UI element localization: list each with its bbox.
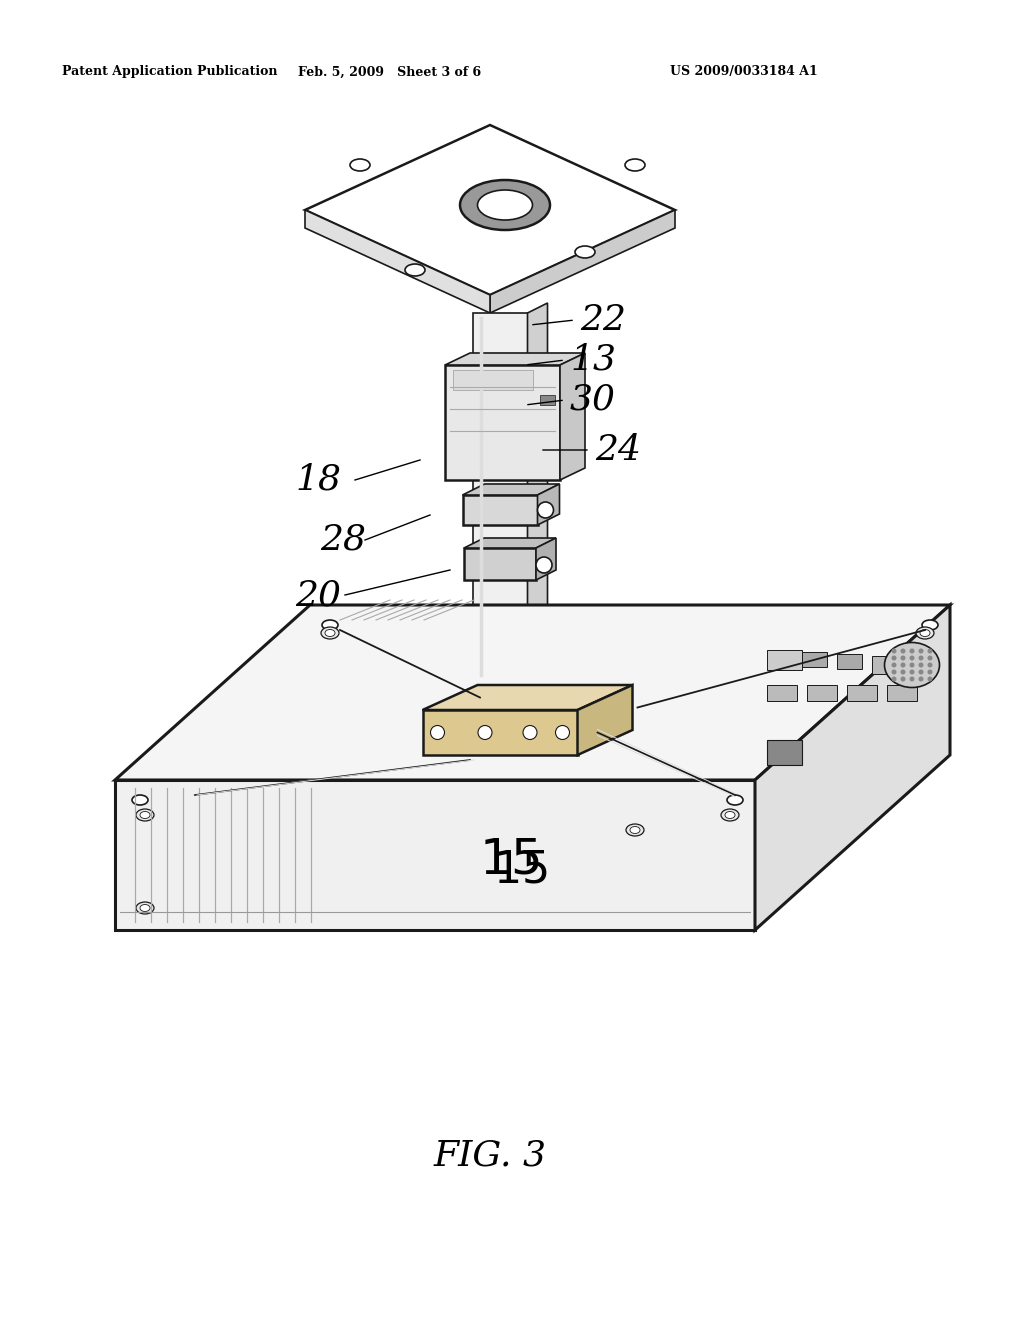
Ellipse shape xyxy=(922,620,938,630)
Text: 20: 20 xyxy=(295,578,341,612)
Text: Patent Application Publication: Patent Application Publication xyxy=(62,66,278,78)
Polygon shape xyxy=(538,484,559,525)
Circle shape xyxy=(900,669,905,675)
Polygon shape xyxy=(490,210,675,313)
Circle shape xyxy=(478,726,492,739)
Bar xyxy=(887,685,918,701)
Ellipse shape xyxy=(322,620,338,630)
Circle shape xyxy=(909,656,914,660)
Polygon shape xyxy=(445,366,560,480)
Circle shape xyxy=(555,726,569,739)
Circle shape xyxy=(523,726,537,739)
Circle shape xyxy=(900,663,905,668)
Ellipse shape xyxy=(140,904,150,912)
Polygon shape xyxy=(578,685,633,755)
Circle shape xyxy=(928,648,933,653)
Polygon shape xyxy=(560,352,585,480)
Circle shape xyxy=(909,676,914,681)
Circle shape xyxy=(538,502,554,517)
Circle shape xyxy=(919,669,924,675)
Polygon shape xyxy=(305,210,490,313)
Ellipse shape xyxy=(132,795,148,805)
Bar xyxy=(802,652,827,667)
Ellipse shape xyxy=(140,812,150,818)
Polygon shape xyxy=(423,685,633,710)
Text: $\it{15}$: $\it{15}$ xyxy=(493,849,548,891)
Circle shape xyxy=(892,656,896,660)
Polygon shape xyxy=(472,313,527,680)
Ellipse shape xyxy=(725,812,735,818)
Polygon shape xyxy=(536,539,556,579)
Ellipse shape xyxy=(460,180,550,230)
Ellipse shape xyxy=(727,795,743,805)
Circle shape xyxy=(900,676,905,681)
Text: 22: 22 xyxy=(580,304,626,337)
Ellipse shape xyxy=(477,190,532,220)
Text: 13: 13 xyxy=(570,343,616,378)
Ellipse shape xyxy=(625,158,645,172)
Circle shape xyxy=(430,726,444,739)
Circle shape xyxy=(892,648,896,653)
Bar xyxy=(453,370,534,389)
Polygon shape xyxy=(755,605,950,931)
Polygon shape xyxy=(464,548,536,579)
Circle shape xyxy=(909,669,914,675)
Circle shape xyxy=(892,676,896,681)
Bar xyxy=(767,685,797,701)
Ellipse shape xyxy=(575,246,595,257)
Ellipse shape xyxy=(630,826,640,833)
Bar xyxy=(767,649,802,671)
Polygon shape xyxy=(115,605,950,780)
Text: US 2009/0033184 A1: US 2009/0033184 A1 xyxy=(670,66,818,78)
Ellipse shape xyxy=(321,627,339,639)
Circle shape xyxy=(892,669,896,675)
Polygon shape xyxy=(527,304,548,680)
Bar xyxy=(847,685,877,701)
Bar xyxy=(767,741,802,766)
Polygon shape xyxy=(445,352,585,366)
Polygon shape xyxy=(423,710,578,755)
Ellipse shape xyxy=(136,809,154,821)
Text: 24: 24 xyxy=(595,433,641,467)
Polygon shape xyxy=(463,484,559,495)
Ellipse shape xyxy=(350,158,370,172)
Ellipse shape xyxy=(920,630,930,636)
Text: FIG. 3: FIG. 3 xyxy=(433,1138,547,1172)
Circle shape xyxy=(919,663,924,668)
Text: $\it{15}$: $\it{15}$ xyxy=(479,836,541,884)
Circle shape xyxy=(928,669,933,675)
Circle shape xyxy=(919,676,924,681)
Polygon shape xyxy=(463,495,538,525)
Ellipse shape xyxy=(626,824,644,836)
Bar xyxy=(837,653,862,669)
Bar xyxy=(540,395,555,405)
Circle shape xyxy=(900,656,905,660)
Polygon shape xyxy=(305,125,675,294)
Ellipse shape xyxy=(916,627,934,639)
Ellipse shape xyxy=(136,902,154,913)
Ellipse shape xyxy=(325,630,335,636)
Circle shape xyxy=(909,663,914,668)
Circle shape xyxy=(536,557,552,573)
Text: 30: 30 xyxy=(570,383,616,417)
Text: 18: 18 xyxy=(295,463,341,498)
Text: 28: 28 xyxy=(319,523,366,557)
Circle shape xyxy=(919,656,924,660)
Polygon shape xyxy=(464,539,556,548)
Circle shape xyxy=(928,676,933,681)
Circle shape xyxy=(919,648,924,653)
Bar xyxy=(807,685,837,701)
Ellipse shape xyxy=(885,643,939,688)
Circle shape xyxy=(928,656,933,660)
Bar xyxy=(872,656,897,675)
Text: Feb. 5, 2009   Sheet 3 of 6: Feb. 5, 2009 Sheet 3 of 6 xyxy=(298,66,481,78)
Circle shape xyxy=(900,648,905,653)
Circle shape xyxy=(928,663,933,668)
Ellipse shape xyxy=(721,809,739,821)
Circle shape xyxy=(892,663,896,668)
Circle shape xyxy=(909,648,914,653)
Ellipse shape xyxy=(406,264,425,276)
Bar xyxy=(907,657,932,676)
Polygon shape xyxy=(115,780,755,931)
